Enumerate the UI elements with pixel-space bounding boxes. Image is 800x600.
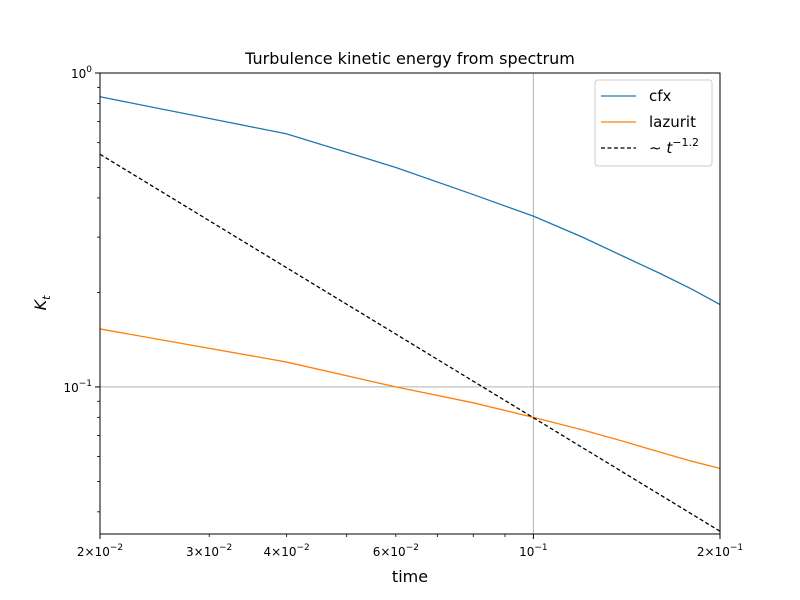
legend-label-2: lazurit (649, 113, 696, 131)
legend-frame (594, 79, 713, 167)
legend-label-base: t (666, 139, 673, 157)
y-tick-label-1: 100 (71, 65, 92, 81)
y-tick-label-0-1-base: 10 (63, 381, 78, 395)
legend: cfx lazurit ∼ t−1.2 (594, 79, 713, 167)
x-tick-label-0-1: 10−1 (519, 543, 548, 559)
grid-layer (100, 73, 720, 534)
x-tick-label-0-2: 2×10−1 (697, 543, 743, 559)
y-axis-label-subscript: t (40, 295, 53, 300)
series-layer (100, 96, 720, 532)
series-line-lazurit (100, 328, 720, 470)
y-tick-label-0-1-exponent: −1 (79, 379, 92, 389)
x-minor-tick-label-0-06-base: 6×10 (373, 545, 406, 559)
legend-label-3: ∼ t−1.2 (649, 136, 699, 157)
chart-title: Turbulence kinetic energy from spectrum (244, 49, 575, 68)
x-tick-label-0-02-base: 2×10 (77, 545, 110, 559)
x-tick-label-0-1-exponent: −1 (534, 543, 547, 553)
y-axis-label: Kt (31, 295, 53, 311)
x-minor-tick-label-0-06: 6×10−2 (373, 543, 419, 559)
y-tick-label-1-base: 10 (71, 67, 86, 81)
x-tick-label-0-02: 2×10−2 (77, 543, 123, 559)
legend-label-exponent: −1.2 (672, 136, 699, 149)
legend-label-prefix: ∼ (649, 139, 666, 157)
x-axis-ticks: 2×10−2 10−1 2×10−13×10−2 4×10−2 6×10−2 (77, 534, 743, 559)
y-tick-label-1-exponent: 0 (86, 65, 92, 75)
x-minor-tick-label-0-03-base: 3×10 (186, 545, 219, 559)
y-tick-label-0-1: 10−1 (63, 379, 92, 395)
series-line-t-1-2 (100, 153, 720, 532)
x-minor-tick-label-0-04-exponent: −2 (296, 543, 309, 553)
plot-frame (99, 72, 721, 535)
x-minor-tick-label-0-04-base: 4×10 (264, 545, 297, 559)
x-minor-tick-label-0-03: 3×10−2 (186, 543, 232, 559)
legend-label-1: cfx (649, 87, 672, 105)
series-line-cfx (100, 96, 720, 306)
x-tick-label-0-2-base: 2×10 (697, 545, 730, 559)
x-tick-label-0-02-exponent: −2 (110, 543, 123, 553)
x-minor-tick-label-0-03-exponent: −2 (219, 543, 232, 553)
y-axis-label-main: K (31, 298, 50, 310)
x-tick-label-0-1-base: 10 (519, 545, 534, 559)
x-axis-label: time (392, 567, 428, 586)
x-minor-tick-label-0-04: 4×10−2 (264, 543, 310, 559)
x-tick-label-0-2-exponent: −1 (730, 543, 743, 553)
x-minor-tick-label-0-06-exponent: −2 (406, 543, 419, 553)
